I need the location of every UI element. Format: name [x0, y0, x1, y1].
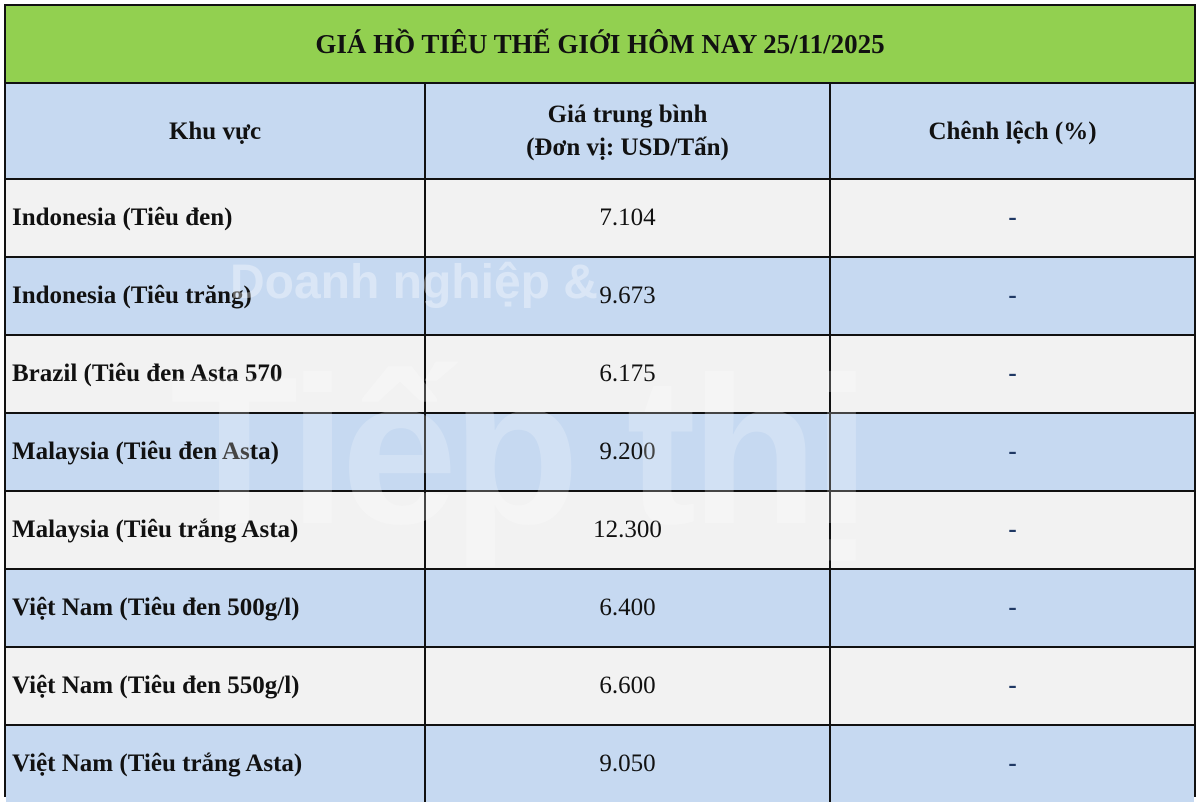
price-cell: 9.673	[424, 256, 831, 336]
price-table-container: GIÁ HỒ TIÊU THẾ GIỚI HÔM NAY 25/11/2025 …	[4, 4, 1196, 802]
price-cell: 7.104	[424, 178, 831, 258]
table-title: GIÁ HỒ TIÊU THẾ GIỚI HÔM NAY 25/11/2025	[6, 6, 1194, 84]
change-cell: -	[829, 490, 1194, 570]
header-price-line2: (Đơn vị: USD/Tấn)	[526, 134, 729, 161]
header-region: Khu vực	[6, 84, 426, 180]
region-cell: Indonesia (Tiêu đen)	[6, 178, 426, 258]
region-cell: Việt Nam (Tiêu trắng Asta)	[6, 724, 426, 802]
table-row: Việt Nam (Tiêu trắng Asta) 9.050-	[6, 724, 1194, 802]
region-cell: Brazil (Tiêu đen Asta 570	[6, 334, 426, 414]
price-table: Khu vực Giá trung bình (Đơn vị: USD/Tấn) …	[6, 84, 1194, 802]
table-row: Việt Nam (Tiêu đen 500g/l) 6.400-	[6, 568, 1194, 648]
change-cell: -	[829, 256, 1194, 336]
price-cell: 6.400	[424, 568, 831, 648]
change-cell: -	[829, 646, 1194, 726]
table-row: Malaysia (Tiêu trắng Asta) 12.300-	[6, 490, 1194, 570]
header-price-line1: Giá trung bình	[547, 101, 708, 128]
change-cell: -	[829, 724, 1194, 802]
table-row: Indonesia (Tiêu trăng) 9.673-	[6, 256, 1194, 336]
table-row: Malaysia (Tiêu đen Asta) 9.200-	[6, 412, 1194, 492]
header-change: Chênh lệch (%)	[829, 84, 1194, 180]
change-cell: -	[829, 412, 1194, 492]
table-row: Việt Nam (Tiêu đen 550g/l) 6.600-	[6, 646, 1194, 726]
price-cell: 9.050	[424, 724, 831, 802]
region-cell: Việt Nam (Tiêu đen 500g/l)	[6, 568, 426, 648]
region-cell: Việt Nam (Tiêu đen 550g/l)	[6, 646, 426, 726]
table-row: Indonesia (Tiêu đen) 7.104-	[6, 178, 1194, 258]
change-cell: -	[829, 568, 1194, 648]
change-cell: -	[829, 334, 1194, 414]
table-row: Brazil (Tiêu đen Asta 570 6.175-	[6, 334, 1194, 414]
region-cell: Malaysia (Tiêu đen Asta)	[6, 412, 426, 492]
header-row: Khu vực Giá trung bình (Đơn vị: USD/Tấn) …	[6, 84, 1194, 180]
region-cell: Indonesia (Tiêu trăng)	[6, 256, 426, 336]
region-cell: Malaysia (Tiêu trắng Asta)	[6, 490, 426, 570]
price-cell: 6.175	[424, 334, 831, 414]
price-cell: 6.600	[424, 646, 831, 726]
price-cell: 12.300	[424, 490, 831, 570]
price-cell: 9.200	[424, 412, 831, 492]
change-cell: -	[829, 178, 1194, 258]
header-price: Giá trung bình (Đơn vị: USD/Tấn)	[424, 84, 831, 180]
